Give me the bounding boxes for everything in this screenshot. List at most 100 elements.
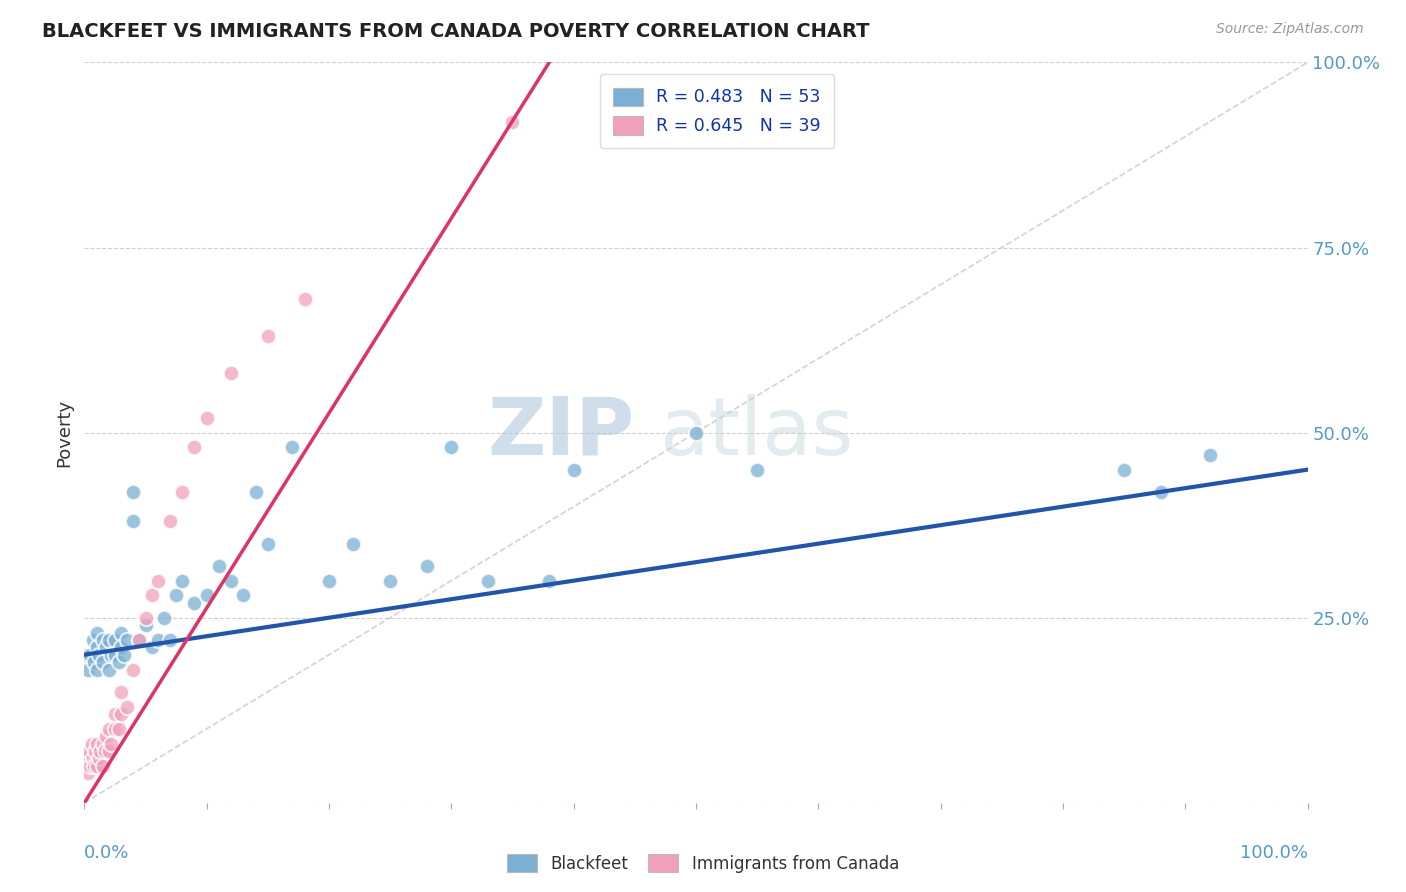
Point [77, 663, 100, 677]
Point [257, 536, 280, 550]
Point [281, 441, 304, 455]
Point [104, 632, 127, 647]
Point [100, 648, 122, 662]
Point [79, 758, 101, 772]
Point [91, 758, 114, 772]
Text: 0.0%: 0.0% [84, 844, 129, 862]
Point [208, 558, 231, 573]
Point [135, 610, 157, 624]
Point [96, 729, 118, 743]
Point [104, 706, 127, 721]
Point [183, 596, 205, 610]
Point [86, 640, 108, 655]
Point [562, 462, 585, 476]
Point [79, 648, 101, 662]
Point [122, 515, 145, 529]
Point [128, 632, 150, 647]
Point [195, 410, 218, 425]
Point [128, 632, 150, 647]
Point [97, 632, 120, 647]
Point [141, 589, 163, 603]
Point [112, 648, 135, 662]
Point [380, 574, 402, 588]
Point [135, 618, 157, 632]
Point [91, 655, 114, 669]
Point [1198, 448, 1220, 462]
Point [100, 737, 122, 751]
Point [86, 737, 108, 751]
Point [110, 706, 132, 721]
Text: Source: ZipAtlas.com: Source: ZipAtlas.com [1216, 22, 1364, 37]
Point [122, 663, 145, 677]
Point [219, 367, 242, 381]
Point [110, 685, 132, 699]
Point [83, 758, 105, 772]
Point [73, 648, 96, 662]
Point [110, 625, 132, 640]
Point [146, 574, 169, 588]
Point [89, 744, 111, 758]
Point [107, 722, 129, 736]
Legend: Blackfeet, Immigrants from Canada: Blackfeet, Immigrants from Canada [501, 847, 905, 880]
Point [747, 462, 769, 476]
Point [115, 699, 138, 714]
Point [219, 574, 242, 588]
Point [195, 589, 218, 603]
Point [257, 329, 280, 343]
Point [76, 751, 98, 765]
Text: atlas: atlas [659, 393, 853, 472]
Point [318, 574, 340, 588]
Point [86, 758, 108, 772]
Point [104, 648, 127, 662]
Point [82, 751, 104, 765]
Point [104, 722, 127, 736]
Point [84, 744, 107, 758]
Point [232, 589, 254, 603]
Point [1114, 462, 1136, 476]
Point [172, 484, 194, 499]
Point [183, 441, 205, 455]
Point [165, 589, 187, 603]
Point [153, 610, 176, 624]
Point [97, 663, 120, 677]
Point [115, 632, 138, 647]
Point [146, 632, 169, 647]
Point [172, 574, 194, 588]
Point [159, 632, 181, 647]
Point [110, 640, 132, 655]
Point [73, 758, 96, 772]
Text: ZIP: ZIP [488, 393, 636, 472]
Y-axis label: Poverty: Poverty [55, 399, 73, 467]
Point [294, 293, 316, 307]
Point [159, 515, 181, 529]
Point [96, 640, 118, 655]
Text: 100.0%: 100.0% [1240, 844, 1308, 862]
Point [107, 655, 129, 669]
Point [87, 648, 110, 662]
Point [245, 484, 267, 499]
Legend: R = 0.483   N = 53, R = 0.645   N = 39: R = 0.483 N = 53, R = 0.645 N = 39 [600, 74, 834, 148]
Point [141, 640, 163, 655]
Point [87, 751, 110, 765]
Point [91, 737, 114, 751]
Point [342, 536, 364, 550]
Point [97, 744, 120, 758]
Point [94, 744, 117, 758]
Point [440, 441, 463, 455]
Point [538, 574, 561, 588]
Point [97, 722, 120, 736]
Point [86, 625, 108, 640]
Point [122, 484, 145, 499]
Point [502, 114, 524, 128]
Point [77, 744, 100, 758]
Point [685, 425, 707, 440]
Point [91, 632, 114, 647]
Point [80, 737, 103, 751]
Point [86, 663, 108, 677]
Point [477, 574, 499, 588]
Text: BLACKFEET VS IMMIGRANTS FROM CANADA POVERTY CORRELATION CHART: BLACKFEET VS IMMIGRANTS FROM CANADA POVE… [42, 22, 870, 41]
Point [82, 632, 104, 647]
Point [83, 655, 105, 669]
Point [1150, 484, 1173, 499]
Point [77, 766, 100, 780]
